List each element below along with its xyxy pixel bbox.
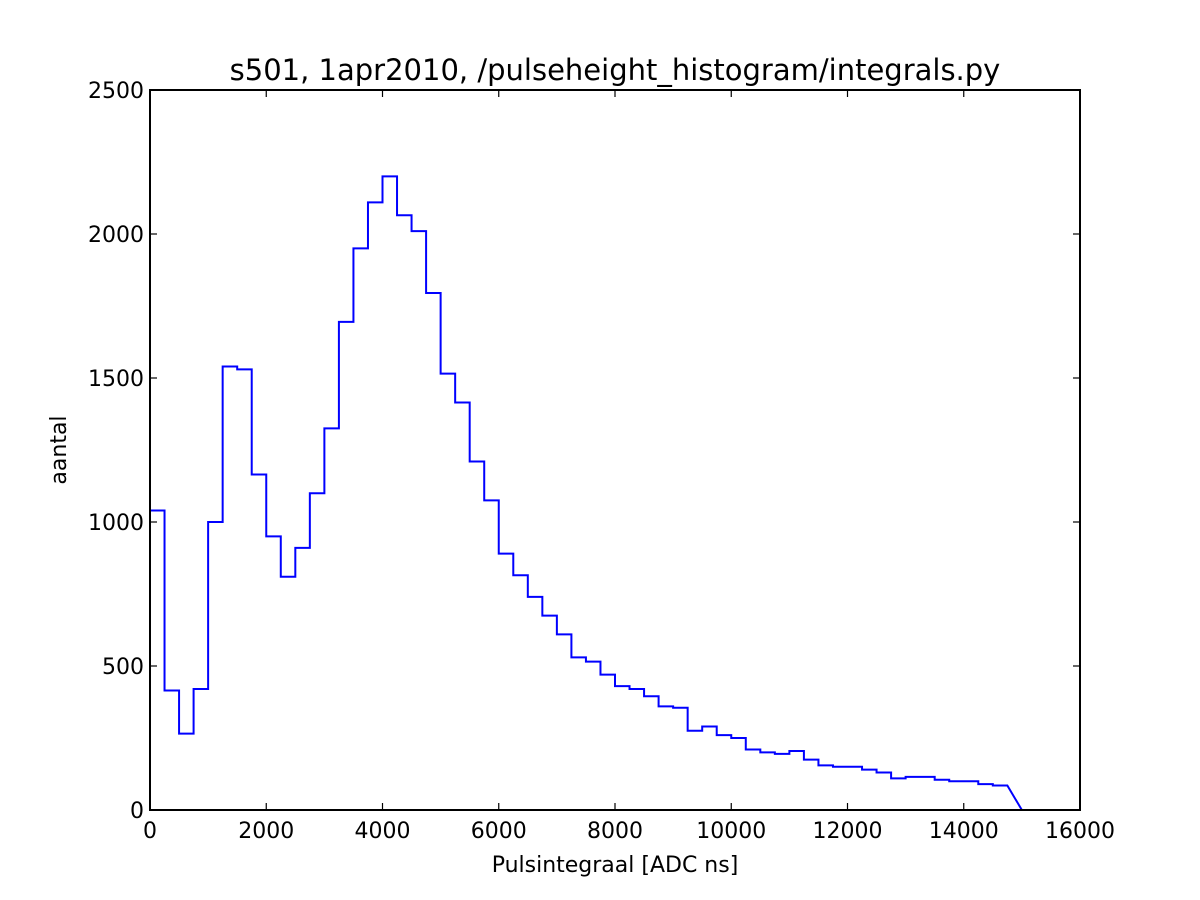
y-tick-label: 0 xyxy=(130,799,144,824)
histogram-step-line xyxy=(149,175,1023,811)
x-tick-label: 8000 xyxy=(587,819,643,844)
x-tick-label: 12000 xyxy=(813,819,883,844)
histogram-series xyxy=(149,175,1023,811)
y-tick-label: 500 xyxy=(102,655,144,680)
x-tick-label: 0 xyxy=(143,819,157,844)
chart-title: s501, 1apr2010, /pulseheight_histogram/i… xyxy=(230,53,1001,87)
plot-frame xyxy=(149,89,1081,811)
x-tick-label: 16000 xyxy=(1045,819,1115,844)
x-tick-label: 4000 xyxy=(355,819,411,844)
x-axis-label: Pulsintegraal [ADC ns] xyxy=(492,853,739,878)
y-tick-label: 2500 xyxy=(88,79,144,104)
x-tick-label: 2000 xyxy=(238,819,294,844)
x-tick-label: 6000 xyxy=(471,819,527,844)
y-tick-label: 1500 xyxy=(88,367,144,392)
x-tick-label: 14000 xyxy=(929,819,999,844)
axis-ticks: 0 2000 4000 6000 8000 10000 12000 14000 16000 0 50… xyxy=(88,79,1115,844)
x-tick-label: 10000 xyxy=(696,819,766,844)
y-axis-label: aantal xyxy=(47,415,72,484)
y-tick-label: 2000 xyxy=(88,223,144,248)
y-tick-label: 1000 xyxy=(88,511,144,536)
